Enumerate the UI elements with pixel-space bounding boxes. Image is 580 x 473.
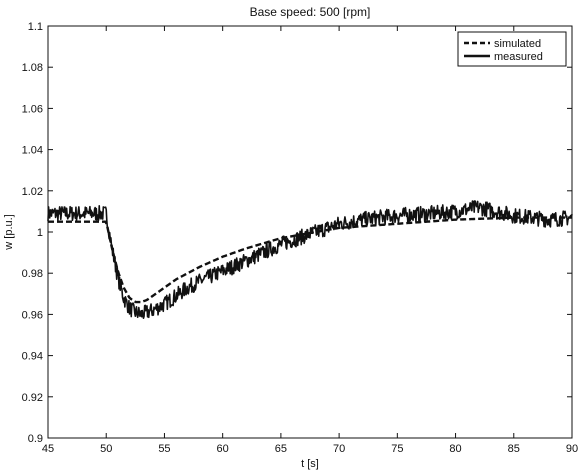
legend-label-measured: measured [494, 51, 543, 63]
x-tick-label: 75 [391, 443, 403, 455]
x-axis-label: t [s] [301, 458, 319, 470]
series-line-measured [47, 200, 573, 320]
x-tick-label: 70 [333, 443, 345, 455]
y-tick-label: 1.08 [22, 62, 43, 74]
y-tick-label: 0.96 [22, 309, 43, 321]
legend-box [457, 31, 567, 67]
x-tick-label: 55 [158, 443, 170, 455]
plot-frame [47, 25, 573, 439]
x-axis-ticks: 45 50 55 60 65 70 75 80 85 90 [42, 26, 578, 455]
y-tick-label: 0.94 [22, 351, 43, 363]
legend-label-simulated: simulated [494, 38, 541, 50]
y-tick-label: 0.98 [22, 268, 43, 280]
x-tick-label: 65 [275, 443, 287, 455]
y-tick-label: 1.06 [22, 103, 43, 115]
series-layer [47, 200, 573, 320]
y-tick-label: 1.1 [28, 21, 43, 33]
y-axis-label: w [p.u.] [3, 214, 15, 250]
x-tick-label: 50 [100, 443, 112, 455]
x-tick-label: 85 [508, 443, 520, 455]
y-tick-label: 0.9 [28, 433, 43, 445]
y-tick-label: 1.02 [22, 186, 43, 198]
x-tick-label: 90 [566, 443, 578, 455]
y-axis-ticks: 0.9 0.92 0.94 0.96 0.98 1 1.02 1.04 1.06 1.08 1.1 [22, 21, 572, 445]
chart-title: Base speed: 500 [rpm] [250, 5, 371, 19]
y-tick-label: 1 [37, 227, 43, 239]
legend: simulated measured [457, 31, 567, 67]
x-tick-label: 80 [449, 443, 461, 455]
x-tick-label: 45 [42, 443, 54, 455]
x-tick-label: 60 [217, 443, 229, 455]
y-tick-label: 1.04 [22, 145, 43, 157]
y-tick-label: 0.92 [22, 392, 43, 404]
